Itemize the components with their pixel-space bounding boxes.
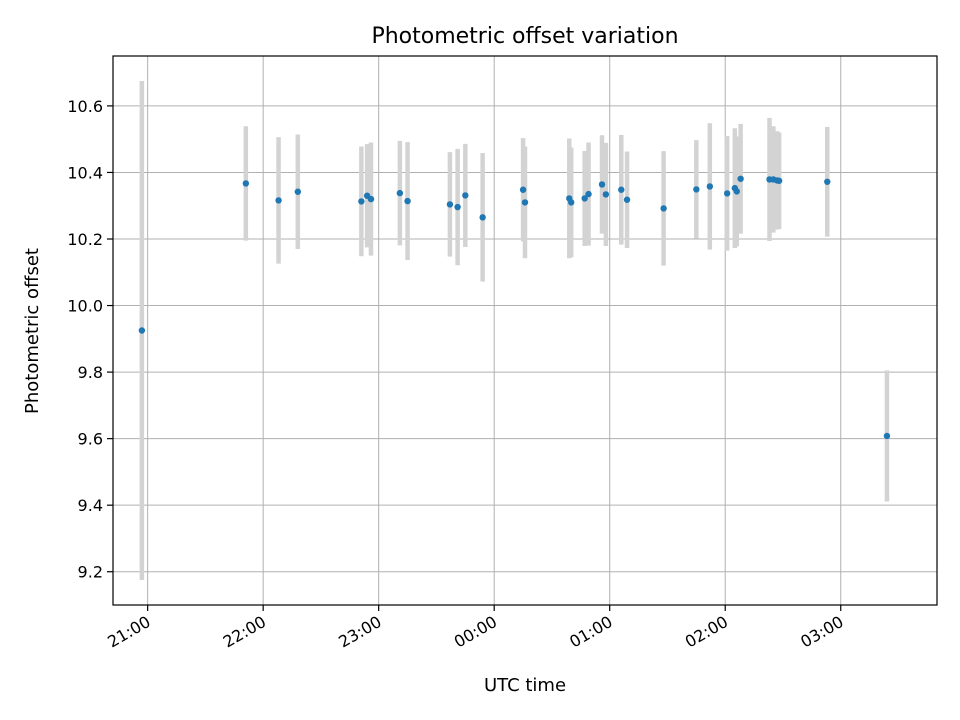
data-point xyxy=(396,189,404,197)
y-axis-ticks: 9.2 9.4 9.6 9.8 10.0 10.2 10.4 10.6 xyxy=(67,97,113,582)
data-point xyxy=(462,192,469,199)
data-point xyxy=(618,186,625,193)
data-point xyxy=(358,198,365,205)
data-point xyxy=(454,203,461,211)
y-tick-label: 10.0 xyxy=(67,297,103,316)
y-tick-label: 9.8 xyxy=(78,363,103,382)
plot-frame xyxy=(112,55,938,606)
y-axis-label: Photometric offset xyxy=(22,248,43,414)
data-point xyxy=(706,183,714,190)
y-tick-label: 10.6 xyxy=(67,97,103,116)
data-point xyxy=(623,196,631,203)
data-point xyxy=(660,205,667,212)
data-point xyxy=(737,175,744,182)
y-tick-label: 9.4 xyxy=(78,496,103,515)
data-point xyxy=(598,181,606,188)
y-tick-label: 9.6 xyxy=(78,430,103,449)
data-point xyxy=(138,327,146,334)
data-point xyxy=(723,190,731,197)
y-tick-label: 10.2 xyxy=(67,230,103,249)
data-point xyxy=(733,188,740,195)
x-tick-label: 01:00 xyxy=(566,612,615,652)
x-tick-label: 00:00 xyxy=(451,612,500,652)
data-point xyxy=(446,201,454,208)
data-point xyxy=(404,197,411,205)
x-tick-label: 23:00 xyxy=(335,612,384,652)
data-point xyxy=(479,214,486,221)
data-point xyxy=(775,177,783,184)
x-tick-label: 02:00 xyxy=(682,612,731,652)
x-axis-label: UTC time xyxy=(484,675,566,696)
chart-title: Photometric offset variation xyxy=(371,24,678,49)
data-point xyxy=(883,432,891,440)
data-point xyxy=(242,180,250,187)
data-point xyxy=(581,195,588,202)
y-tick-label: 9.2 xyxy=(78,563,103,582)
data-point xyxy=(294,188,302,195)
x-tick-label: 03:00 xyxy=(797,612,846,652)
data-point xyxy=(521,199,529,206)
x-tick-label: 21:00 xyxy=(104,612,153,652)
data-point xyxy=(568,199,575,206)
data-point xyxy=(519,186,527,193)
data-point xyxy=(693,186,700,193)
data-point xyxy=(367,195,375,203)
data-points xyxy=(138,175,891,440)
y-tick-label: 10.4 xyxy=(67,163,103,182)
x-tick-label: 22:00 xyxy=(220,612,269,652)
data-point xyxy=(275,197,282,204)
data-point xyxy=(585,190,592,198)
data-point xyxy=(602,191,610,198)
x-axis-ticks: 21:00 22:00 23:00 00:00 01:00 02:00 03:00 xyxy=(104,605,847,652)
data-point xyxy=(824,178,831,185)
